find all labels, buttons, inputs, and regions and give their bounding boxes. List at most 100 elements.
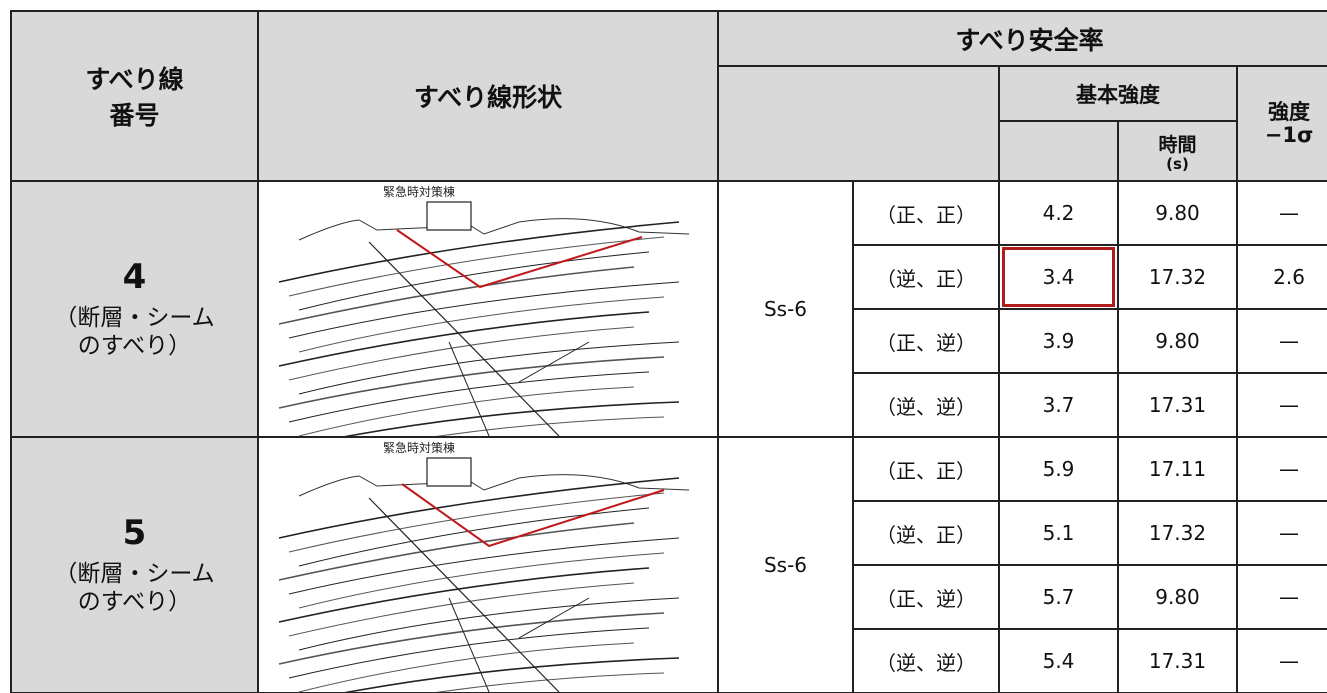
- fs-cell: 5.9: [998, 436, 1119, 502]
- table-row: （逆、正） 3.4 17.32 2.6: [11, 244, 1327, 310]
- fault-line: [298, 507, 650, 567]
- fault-line: [298, 341, 680, 395]
- fault-line: [288, 326, 635, 381]
- header-text: すべり線: [85, 65, 184, 94]
- header-cell: すべり安全率: [716, 10, 1327, 67]
- sigma-cell: —: [1235, 180, 1327, 246]
- seam-line: [518, 597, 590, 639]
- sigma-cell: 2.6: [1235, 244, 1327, 310]
- header-blank: [717, 65, 1000, 182]
- table-row: （逆、逆） 5.4 17.31—: [11, 628, 1327, 693]
- value: 3.9: [1042, 329, 1075, 353]
- table-row: 4 （断層・シーム のすべり） 緊急時対策棟 Ss-6 （正、正） 4.2 9.80—: [10, 180, 1327, 438]
- fs-cell: 3.7: [998, 372, 1119, 438]
- slip-number: 4: [122, 257, 147, 298]
- header-row: すべり線 番号 すべり線形状 すべり安全率: [10, 10, 1327, 182]
- header-row: 基本強度 強度 −1σ: [11, 65, 1327, 182]
- time-cell: 17.32: [1117, 500, 1238, 566]
- building: [426, 201, 472, 231]
- fault-line: [278, 612, 665, 665]
- highlighted-value: 3.4: [1002, 247, 1115, 307]
- sign-cell: （正、正）: [852, 180, 1000, 246]
- time-cell: 9.80: [1117, 180, 1238, 246]
- fs-cell: 5.4: [998, 628, 1119, 693]
- sign-cell: （逆、正）: [852, 244, 1000, 310]
- fault-line: [298, 552, 665, 609]
- slip-number: 5: [122, 513, 147, 554]
- ground-surface: [298, 474, 690, 497]
- header-cell: 基本強度: [998, 65, 1238, 122]
- value: 3.7: [1042, 393, 1075, 417]
- slip-line: [396, 229, 643, 289]
- value: 4.2: [1042, 201, 1075, 225]
- table-row: 5 （断層・シーム のすべり） 緊急時対策棟 Ss-6 （正、正） 5.9 17.11—: [10, 436, 1327, 693]
- sigma-cell: —: [1235, 372, 1327, 438]
- slip-diagram: 緊急時対策棟: [278, 184, 690, 435]
- wave-cell: Ss-6: [717, 180, 854, 438]
- fault-line: [443, 416, 665, 435]
- fault-line: [298, 296, 665, 353]
- sign-cell: （正、正）: [852, 436, 1000, 502]
- table-body: 4 （断層・シーム のすべり） 緊急時対策棟 Ss-6 （正、正） 4.2 9.80— （逆、正…: [10, 180, 1327, 693]
- slip-note: のすべり）: [77, 589, 192, 615]
- shape-cell: 緊急時対策棟: [257, 180, 719, 438]
- fault-line: [300, 386, 635, 435]
- fault-line: [288, 537, 680, 595]
- ground-surface: [298, 218, 690, 241]
- value: 5.9: [1042, 457, 1075, 481]
- value: 5.4: [1042, 649, 1075, 673]
- seam-line: [448, 341, 490, 435]
- header-cell: 強度 −1σ: [1235, 65, 1327, 182]
- building: [426, 457, 472, 487]
- fs-cell: 5.7: [998, 564, 1119, 630]
- slip-line: [401, 483, 665, 548]
- fault-line: [298, 251, 650, 311]
- fs-cell: 5.1: [998, 500, 1119, 566]
- fault-line: [288, 371, 650, 423]
- slip-number-cell: 5 （断層・シーム のすべり）: [10, 436, 259, 693]
- fault-line: [443, 672, 665, 691]
- building-label: 緊急時対策棟: [383, 440, 455, 455]
- fault-line: [300, 642, 635, 691]
- fault-line: [278, 221, 680, 283]
- time-cell: 17.32: [1117, 244, 1238, 310]
- slip-number-cell: 4 （断層・シーム のすべり）: [10, 180, 259, 438]
- fs-cell: 4.2: [998, 180, 1119, 246]
- shape-cell: 緊急時対策棟: [257, 436, 719, 693]
- header-text: 時間: [1158, 134, 1197, 156]
- header-text: 強度: [1268, 100, 1311, 125]
- seam-line: [448, 597, 490, 691]
- table-row: （逆、正） 5.1 17.32—: [11, 500, 1327, 566]
- building-label: 緊急時対策棟: [383, 184, 455, 199]
- fault-line: [288, 236, 665, 297]
- time-cell: 17.31: [1117, 372, 1238, 438]
- fs-cell: 3.9: [998, 308, 1119, 374]
- slip-note: のすべり）: [77, 333, 192, 359]
- table-row: （逆、逆） 3.7 17.31—: [11, 372, 1327, 438]
- fault-line: [278, 356, 665, 409]
- safety-table: すべり線 番号 すべり線形状 すべり安全率 基本強度 強度 −1σ 時間 (s) 4 （…: [10, 10, 1327, 693]
- time-cell: 17.11: [1117, 436, 1238, 502]
- header-cell: すべり線形状: [257, 10, 719, 182]
- seam-line: [368, 241, 559, 435]
- sigma-cell: —: [1235, 628, 1327, 693]
- fault-line: [288, 492, 665, 553]
- slip-diagram: 緊急時対策棟: [278, 440, 690, 691]
- fault-line: [349, 657, 680, 691]
- time-cell: 9.80: [1117, 308, 1238, 374]
- sign-cell: （逆、正）: [852, 500, 1000, 566]
- fault-line: [278, 311, 650, 367]
- fault-line: [288, 281, 680, 339]
- fault-line: [349, 401, 680, 435]
- value: 5.1: [1042, 521, 1075, 545]
- time-cell: 17.31: [1117, 628, 1238, 693]
- time-cell: 9.80: [1117, 564, 1238, 630]
- sigma-cell: —: [1235, 308, 1327, 374]
- header-cell: すべり線 番号: [10, 10, 259, 182]
- sign-cell: （正、逆）: [852, 564, 1000, 630]
- fault-line: [288, 627, 650, 679]
- fault-line: [278, 522, 635, 581]
- fault-line: [278, 567, 650, 623]
- fault-line: [278, 477, 680, 539]
